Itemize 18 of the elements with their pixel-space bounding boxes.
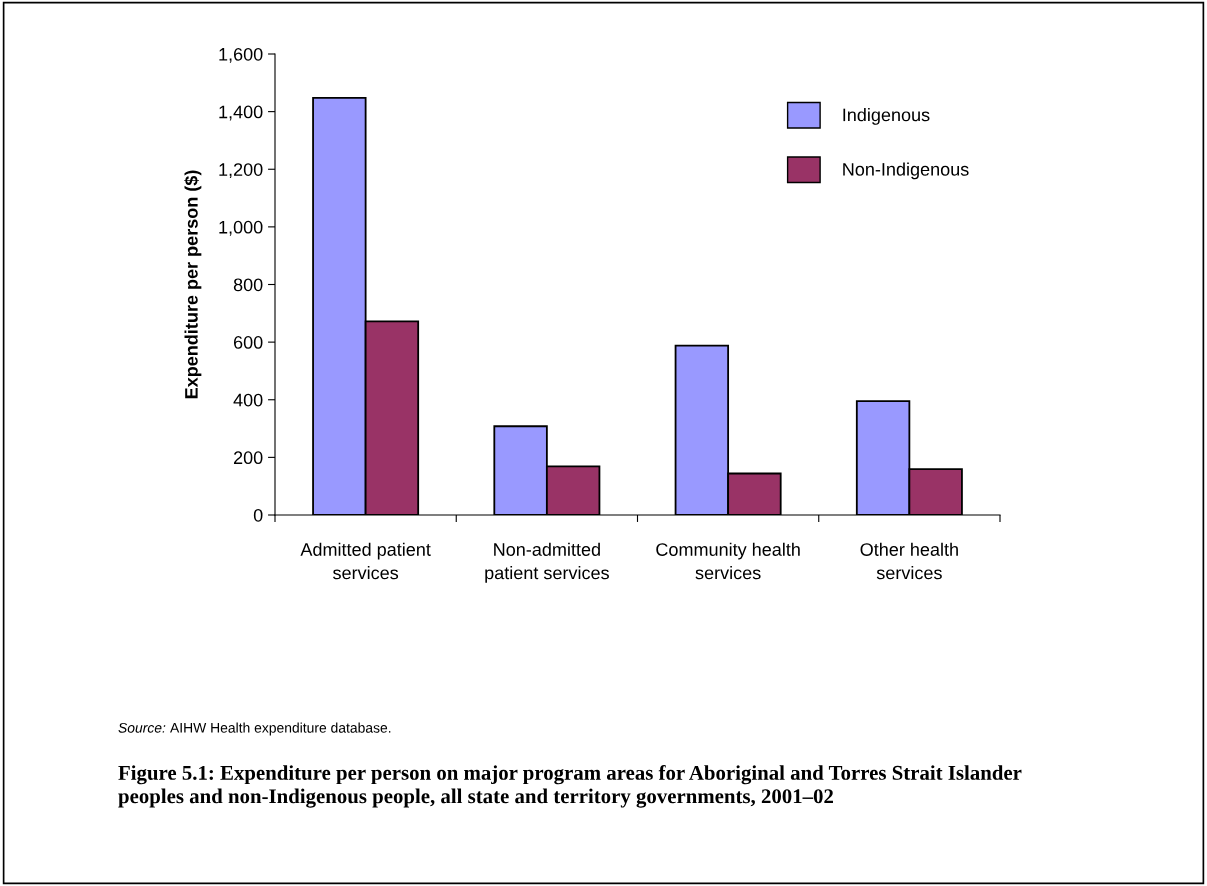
y-tick-label: 1,200: [219, 163, 263, 179]
x-tick-label: Non-admitted patient services: [485, 542, 609, 583]
x-tick-label: Admitted patient services: [300, 542, 431, 580]
source-note: Source: AIHW Health expenditure database.: [118, 722, 391, 736]
y-tick-label: 0: [253, 508, 263, 522]
y-tick-label: 800: [233, 278, 263, 292]
legend-label: Non-Indigenous: [843, 162, 969, 180]
y-tick-label: 600: [233, 336, 263, 349]
y-tick-label: 1,400: [219, 105, 263, 121]
y-axis-title: Expenditure per person ($): [184, 170, 202, 399]
x-tick-label: Community health services: [656, 542, 800, 580]
legend-label: Indigenous: [843, 108, 930, 125]
y-tick-label: 1,600: [219, 47, 263, 63]
y-tick-label: 200: [233, 451, 263, 465]
x-tick-label: Other health services: [860, 542, 958, 580]
y-tick-label: 1,000: [219, 220, 263, 236]
y-tick-label: 400: [233, 393, 263, 407]
text: Figure 5.1: Expenditure per person on major program areas for Aboriginal and Torres Strait Islander peoples and non-Indigenous people, all state and territory governments, 2001–02: [118, 765, 1022, 808]
